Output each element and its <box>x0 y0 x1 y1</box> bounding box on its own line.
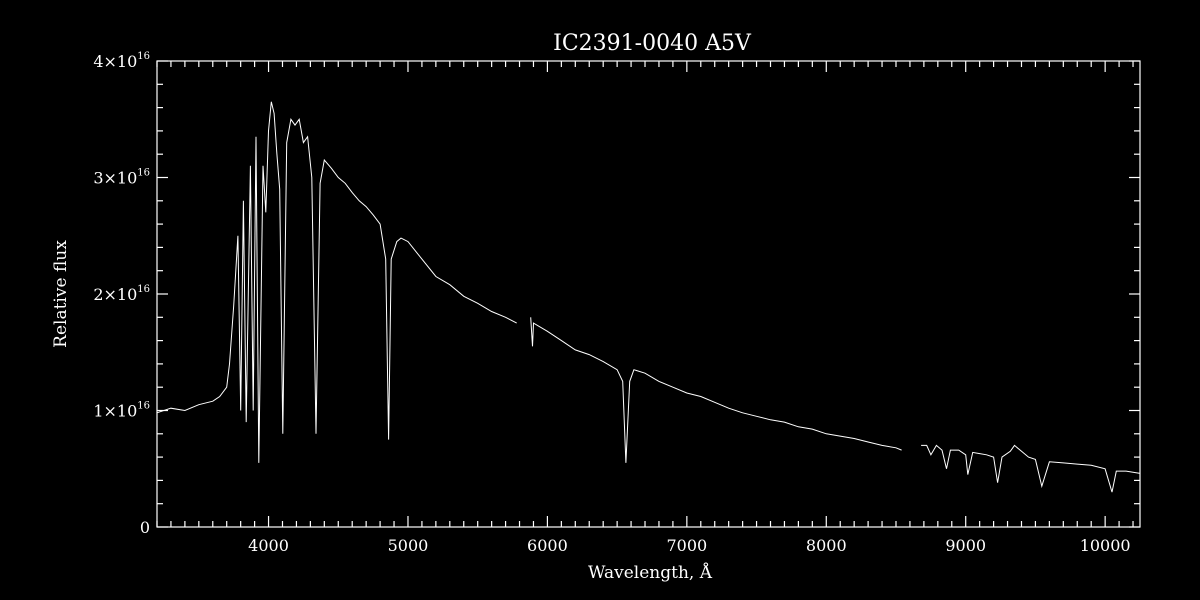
x-tick-label: 4000 <box>248 536 289 555</box>
spectrum-series <box>156 101 1141 493</box>
spectrum-segment <box>921 444 1141 493</box>
spectrum-segment <box>156 101 517 463</box>
y-tick-label: 0 <box>140 518 150 537</box>
x-tick-label: 8000 <box>806 536 847 555</box>
y-tick-label: 2×1016 <box>93 284 150 304</box>
y-tick-label: 1×1016 <box>93 401 150 421</box>
y-tick-label: 3×1016 <box>93 168 150 188</box>
spectrum-segment <box>530 317 902 463</box>
chart-title: IC2391-0040 A5V <box>553 31 752 56</box>
x-tick-label: 7000 <box>666 536 707 555</box>
y-tick-label: 4×1016 <box>93 51 150 71</box>
x-tick-label: 6000 <box>527 536 568 555</box>
x-tick-label: 5000 <box>388 536 429 555</box>
x-axis-label: Wavelength, Å <box>588 562 713 583</box>
axis-ticks: 4000 5000 6000 7000 8000 9000 10000 0 1×1016 2×10… <box>93 51 1140 555</box>
x-tick-label: 9000 <box>945 536 986 555</box>
y-axis-label: Relative flux <box>51 240 71 348</box>
x-tick-label: 10000 <box>1080 536 1131 555</box>
